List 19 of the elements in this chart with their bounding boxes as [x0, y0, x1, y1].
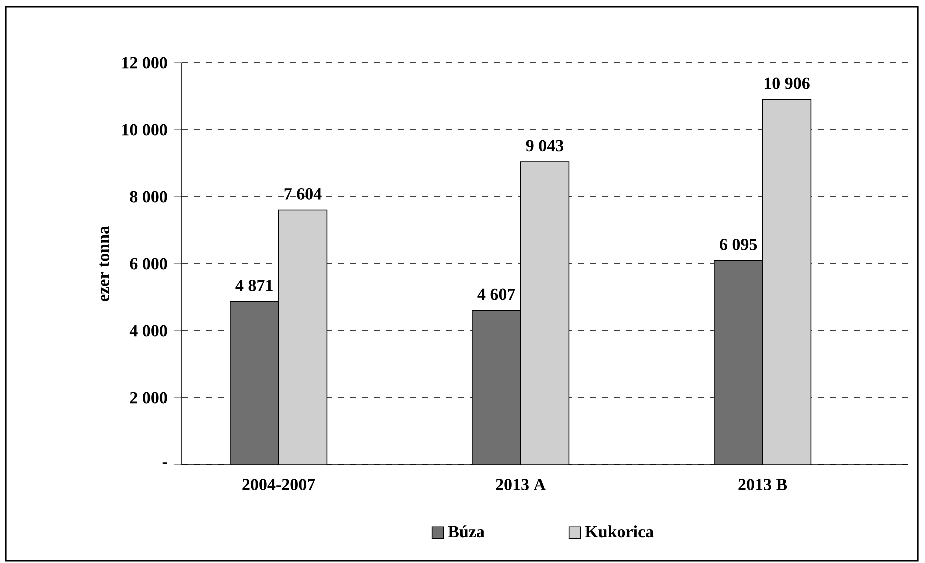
- data-label: 4 607: [478, 288, 516, 300]
- data-label: 7 604: [284, 188, 322, 200]
- y-tick-label: 4 000: [130, 325, 168, 337]
- y-tick-label: 6 000: [130, 258, 168, 270]
- data-label: 4 871: [236, 280, 273, 292]
- data-label: 6 095: [720, 238, 758, 250]
- y-axis-title: ezer tonna: [100, 226, 110, 302]
- x-tick-label: 2004-2007: [242, 479, 316, 491]
- y-tick-label: 8 000: [130, 191, 168, 203]
- x-tick-label: 2013 B: [738, 479, 788, 491]
- legend-label: Búza: [448, 526, 485, 538]
- y-tick-label: 2 000: [130, 392, 168, 404]
- y-tick-label: 10 000: [122, 124, 168, 136]
- legend-label: Kukorica: [585, 526, 654, 538]
- y-tick-label: 12 000: [122, 57, 168, 69]
- y-tick-label: -: [162, 462, 168, 464]
- x-tick-label: 2013 A: [496, 479, 546, 491]
- data-label: 10 906: [764, 78, 810, 90]
- data-label: 9 043: [526, 140, 564, 152]
